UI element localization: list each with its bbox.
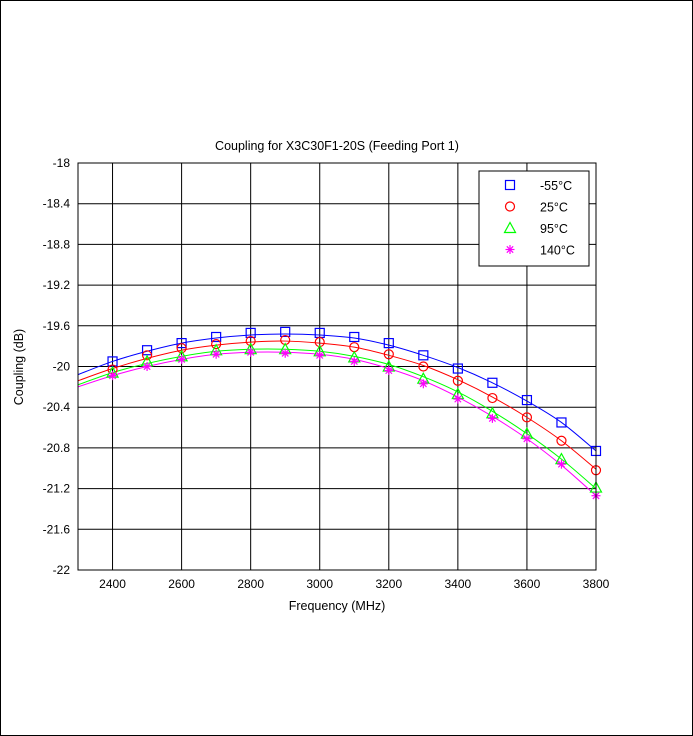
- y-tick-label: -18.4: [43, 197, 71, 211]
- x-tick-label: 3600: [514, 577, 541, 591]
- data-point-series-3: [108, 371, 118, 381]
- x-tick-label: 3800: [583, 577, 610, 591]
- legend-label-1: 25°C: [540, 201, 568, 215]
- legend-marker-3: [505, 245, 515, 254]
- y-tick-label: -22: [53, 563, 71, 577]
- axis-ticks: 2400 2600 2800 3000 3200 3400 3600 3800 -18 -18.4…: [43, 156, 610, 591]
- y-tick-label: -18: [53, 156, 71, 170]
- data-point-series-1: [556, 435, 567, 446]
- series-curves: [78, 333, 596, 497]
- legend-label-3: 140°C: [540, 244, 575, 258]
- data-point-series-3: [384, 366, 394, 376]
- data-point-series-0: [452, 363, 463, 374]
- series-line-1: [78, 340, 596, 470]
- x-tick-label: 2400: [99, 577, 126, 591]
- series-line-3: [78, 351, 596, 497]
- data-point-series-0: [556, 417, 567, 428]
- x-tick-label: 2800: [237, 577, 264, 591]
- legend-label-0: -55°C: [540, 179, 572, 193]
- data-point-series-3: [246, 347, 256, 357]
- data-point-series-0: [521, 394, 533, 406]
- x-tick-label: 3400: [445, 577, 472, 591]
- series-line-0: [78, 333, 596, 452]
- y-tick-label: -21.6: [43, 522, 71, 536]
- data-point-series-0: [487, 377, 498, 388]
- data-point-series-0: [383, 337, 394, 349]
- plot-border: [77, 162, 597, 571]
- legend-marker-0: [504, 179, 516, 191]
- data-point-series-0: [280, 326, 291, 338]
- data-point-series-3: [487, 413, 497, 423]
- data-point-series-1: [487, 392, 498, 404]
- data-point-series-1: [521, 412, 533, 423]
- legend-label-2: 95°C: [540, 222, 568, 236]
- legend-marker-1: [504, 201, 516, 212]
- y-tick-label: -20.8: [43, 441, 71, 455]
- chart-title: Coupling for X3C30F1-20S (Feeding Port 1…: [215, 139, 459, 153]
- legend-box: [478, 170, 590, 267]
- data-point-series-1: [141, 350, 153, 361]
- y-tick-label: -19.2: [43, 278, 71, 292]
- data-point-series-3: [556, 459, 566, 469]
- y-tick-label: -20: [53, 360, 71, 374]
- data-point-series-1: [452, 375, 463, 386]
- data-point-series-0: [176, 337, 187, 349]
- legend-marker-2: [503, 221, 517, 234]
- data-point-series-3: [418, 379, 428, 389]
- y-axis-title: Coupling (dB): [12, 329, 26, 405]
- data-point-series-1: [176, 343, 187, 354]
- y-tick-label: -20.4: [43, 400, 71, 414]
- y-tick-label: -18.8: [43, 237, 71, 251]
- x-axis-title: Frequency (MHz): [289, 599, 386, 613]
- x-tick-label: 2600: [168, 577, 195, 591]
- series-line-2: [78, 348, 596, 489]
- data-point-series-3: [453, 394, 463, 404]
- data-point-series-0: [245, 327, 256, 339]
- data-point-series-1: [383, 349, 394, 360]
- data-point-series-3: [315, 350, 325, 360]
- data-point-series-3: [177, 354, 187, 364]
- y-tick-label: -19.6: [43, 319, 71, 333]
- data-point-series-3: [142, 362, 152, 371]
- data-point-series-1: [211, 339, 222, 350]
- y-tick-label: -21.2: [43, 482, 71, 496]
- data-point-series-1: [245, 335, 256, 347]
- data-point-series-1: [418, 361, 429, 372]
- x-tick-label: 3000: [306, 577, 333, 591]
- data-point-series-3: [211, 349, 221, 359]
- data-point-series-0: [418, 350, 429, 361]
- data-point-series-3: [522, 434, 532, 444]
- data-point-series-3: [349, 356, 359, 366]
- data-point-series-0: [211, 331, 222, 343]
- data-point-series-3: [280, 348, 290, 358]
- legend: -55°C 25°C 95°C 140°C: [478, 170, 590, 267]
- x-tick-label: 3200: [375, 577, 402, 591]
- data-point-series-0: [349, 331, 360, 343]
